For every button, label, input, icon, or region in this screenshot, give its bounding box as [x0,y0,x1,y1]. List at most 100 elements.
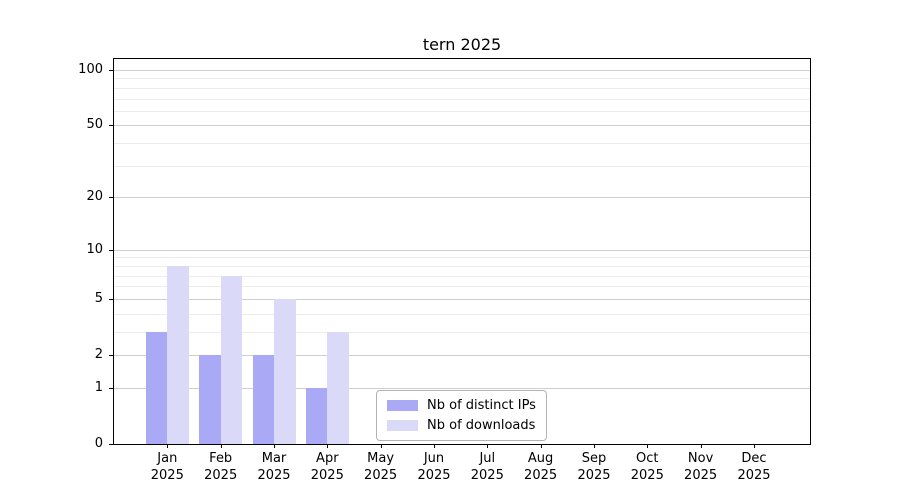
x-label-year-apr: 2025 [310,468,344,483]
x-label-year-mar: 2025 [257,468,291,483]
x-label-month-jun: Jun [423,451,445,466]
x-label-month-dec: Dec [741,451,767,466]
gridline-minor-9 [114,257,810,259]
legend-item-downloads: Nb of downloads [387,418,536,433]
x-tick-aug [540,444,542,448]
y-label-50: 50 [86,117,103,133]
x-tick-jul [487,444,489,448]
bar-distinct-ips-apr [305,387,328,444]
gridline-major-50 [114,125,810,127]
x-label-feb: Feb 2025 [194,450,248,484]
x-label-sep: Sep 2025 [567,450,621,484]
y-label-20: 20 [86,189,103,205]
gridline-minor-4 [114,313,810,315]
gridline-minor-30 [114,165,810,167]
y-tick-2 [109,355,113,356]
grid-layer [114,59,810,444]
gridline-minor-6 [114,286,810,288]
y-label-5: 5 [94,290,103,306]
y-tick-100 [109,70,113,71]
gridline-minor-7 [114,275,810,277]
x-tick-oct [647,444,649,448]
x-tick-jun [434,444,435,448]
x-label-month-sep: Sep [581,451,607,466]
x-label-nov: Nov 2025 [674,450,728,484]
x-tick-feb [220,444,222,448]
y-tick-50 [109,125,113,127]
x-tick-nov [700,444,702,448]
gridline-minor-3 [114,331,810,333]
x-label-jan: Jan 2025 [140,450,194,484]
x-label-month-nov: Nov [687,451,714,466]
gridline-major-1 [114,387,810,389]
x-label-year-jun: 2025 [417,468,451,483]
gridline-minor-70 [114,98,810,100]
gridline-minor-40 [114,143,810,145]
bar-downloads-mar [274,298,296,444]
gridline-major-2 [114,355,810,356]
x-label-year-sep: 2025 [577,468,611,483]
plot-area: Nb of distinct IPs Nb of downloads [113,58,811,445]
y-tick-10 [109,249,113,251]
legend-swatch-distinct-ips [387,400,418,411]
bar-distinct-ips-feb [199,355,221,444]
x-label-mar: Mar 2025 [247,450,301,484]
bar-downloads-jan [167,265,189,444]
x-label-apr: Apr 2025 [300,450,354,484]
x-label-aug: Aug 2025 [514,450,568,484]
x-label-month-jul: Jul [479,451,496,466]
y-label-2: 2 [94,347,103,362]
x-label-jun: Jun 2025 [407,450,461,484]
x-label-year-aug: 2025 [524,468,558,483]
x-label-year-jan: 2025 [150,468,184,483]
x-label-month-jan: Jan [157,451,178,466]
x-label-year-feb: 2025 [204,468,238,483]
gridline-minor-8 [114,265,810,267]
x-label-month-aug: Aug [527,451,554,466]
x-label-month-apr: Apr [316,451,339,466]
x-label-year-dec: 2025 [737,468,771,483]
x-label-year-jul: 2025 [470,468,504,483]
x-tick-dec [754,444,755,448]
legend-swatch-downloads [387,420,418,431]
y-tick-20 [109,197,113,199]
legend: Nb of distinct IPs Nb of downloads [376,390,547,441]
gridline-major-100 [114,70,810,71]
gridline-major-20 [114,197,810,199]
x-label-month-may: May [367,451,395,466]
legend-item-distinct-ips: Nb of distinct IPs [387,398,536,413]
x-tick-mar [274,444,275,448]
gridline-major-5 [114,298,810,300]
gridline-minor-80 [114,87,810,89]
x-label-year-nov: 2025 [684,468,718,483]
bar-distinct-ips-jan [145,331,168,444]
x-label-month-mar: Mar [261,451,287,466]
y-label-1: 1 [94,379,103,395]
gridline-minor-90 [114,78,810,80]
x-label-dec: Dec 2025 [727,450,781,484]
legend-label-downloads: Nb of downloads [427,418,536,433]
x-label-may: May 2025 [354,450,408,484]
y-tick-1 [109,387,113,389]
y-label-10: 10 [86,241,103,257]
x-tick-jan [167,444,169,448]
x-label-month-oct: Oct [636,451,659,466]
legend-label-distinct-ips: Nb of distinct IPs [427,398,536,413]
y-label-100: 100 [78,62,103,77]
y-label-0: 0 [94,436,103,451]
gridline-minor-60 [114,110,810,112]
bar-downloads-apr [327,331,349,444]
bar-downloads-feb [220,275,243,444]
x-tick-may [380,444,382,448]
y-tick-0 [109,444,113,445]
gridline-major-10 [114,249,810,251]
x-label-jul: Jul 2025 [460,450,514,484]
x-label-oct: Oct 2025 [620,450,674,484]
chart-title: tern 2025 [422,35,502,54]
y-tick-5 [109,298,113,300]
x-tick-apr [327,444,329,448]
x-label-year-oct: 2025 [630,468,664,483]
bars-layer [114,59,810,444]
bar-distinct-ips-mar [252,355,274,444]
